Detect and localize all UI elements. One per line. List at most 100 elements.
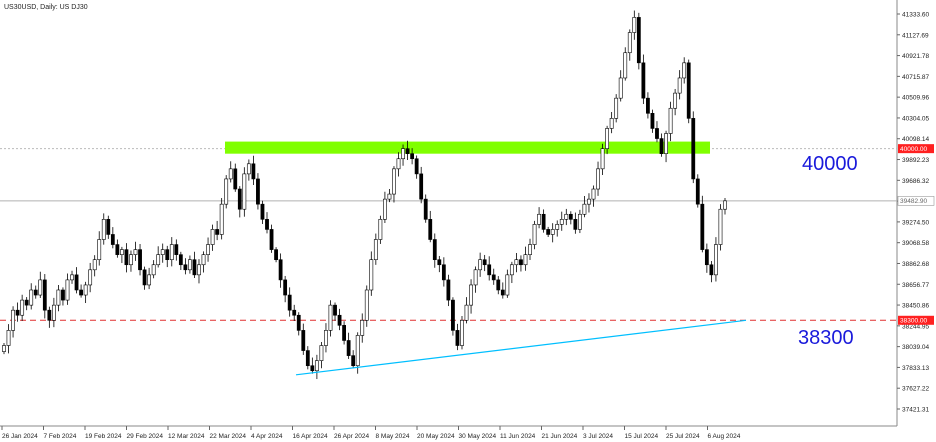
bear-candle <box>496 279 501 291</box>
bear-candle <box>541 213 546 230</box>
bull-candle <box>160 249 165 255</box>
bull-candle <box>319 345 324 361</box>
candles-group <box>2 10 727 380</box>
bull-candle <box>596 168 600 190</box>
bear-candle <box>124 249 129 266</box>
bear-candle <box>500 289 505 296</box>
price-tick-label: 40098.14 <box>902 136 929 143</box>
bear-candle <box>265 219 269 230</box>
bear-candle <box>24 299 29 306</box>
bear-candle <box>646 97 650 114</box>
bear-candle <box>237 188 242 210</box>
bull-candle <box>206 244 210 255</box>
bull-candle <box>478 259 483 271</box>
bear-candle <box>287 294 292 311</box>
bull-candle <box>509 264 514 276</box>
time-tick-label: 15 Jul 2024 <box>625 433 659 440</box>
bull-candle <box>360 319 365 336</box>
bear-candle <box>165 249 170 261</box>
bull-candle <box>383 198 387 220</box>
bull-candle <box>328 304 333 331</box>
bull-candle <box>246 163 251 175</box>
bull-candle <box>355 335 360 367</box>
bear-candle <box>260 203 265 220</box>
bull-candle <box>555 224 560 230</box>
uptrend-line[interactable] <box>295 319 747 376</box>
price-tick-label: 40715.87 <box>902 74 929 81</box>
bear-candle <box>15 309 20 316</box>
bull-candle <box>119 249 124 255</box>
bear-candle <box>659 138 664 154</box>
bear-candle <box>519 259 523 266</box>
bull-candle <box>677 77 682 94</box>
support-price-tag <box>898 315 934 325</box>
bull-candle <box>129 254 133 266</box>
resistance-annotation: 40000 <box>802 153 858 175</box>
bear-candle <box>636 17 641 64</box>
bear-candle <box>704 249 709 266</box>
bull-candle <box>392 168 396 195</box>
time-tick-label: 30 May 2024 <box>459 433 497 440</box>
bull-candle <box>582 203 587 215</box>
bull-candle <box>514 259 519 266</box>
bear-candle <box>655 128 659 139</box>
bear-candle <box>546 229 551 235</box>
bear-candle <box>410 153 415 160</box>
last-price-tag-text: 39482.90 <box>900 198 927 205</box>
bull-candle <box>718 208 723 245</box>
price-tick-label: 41333.60 <box>902 12 929 19</box>
bear-candle <box>174 244 179 255</box>
bull-candle <box>664 133 668 154</box>
price-tick-label: 40304.05 <box>902 115 929 122</box>
bull-candle <box>6 330 11 346</box>
bull-candle <box>2 345 6 352</box>
bear-candle <box>138 249 142 271</box>
bear-candle <box>274 249 278 261</box>
price-tick-label: 38039.04 <box>902 344 929 351</box>
bear-candle <box>61 289 65 301</box>
bear-candle <box>183 264 188 271</box>
bull-candle <box>614 97 619 119</box>
bear-candle <box>686 62 691 119</box>
bear-candle <box>142 269 147 286</box>
time-tick-label: 16 Apr 2024 <box>293 433 328 440</box>
bull-candle <box>97 239 102 261</box>
bull-candle <box>473 269 478 286</box>
time-tick-label: 29 Feb 2024 <box>127 433 164 440</box>
bull-candle <box>623 52 628 79</box>
time-tick-label: 12 Mar 2024 <box>168 433 205 440</box>
price-tick-label: 39686.32 <box>902 178 929 185</box>
bear-candle <box>256 178 260 205</box>
bear-candle <box>441 264 446 281</box>
bull-candle <box>668 107 673 134</box>
time-tick-label: 7 Feb 2024 <box>44 433 77 440</box>
bear-candle <box>437 259 442 266</box>
price-tick-label: 39274.50 <box>902 219 929 226</box>
bull-candle <box>632 17 637 33</box>
bull-candle <box>550 229 555 235</box>
bull-candle <box>51 304 56 321</box>
bear-candle <box>337 314 342 326</box>
price-tick-label: 40921.78 <box>902 53 929 60</box>
bear-candle <box>423 198 428 220</box>
bear-candle <box>491 274 496 281</box>
price-tick-label: 38244.95 <box>902 323 929 330</box>
bear-candle <box>414 158 419 175</box>
bear-candle <box>47 309 52 321</box>
bear-candle <box>641 62 646 99</box>
bear-candle <box>115 244 120 255</box>
bull-candle <box>528 244 532 255</box>
bear-candle <box>110 234 115 245</box>
bull-candle <box>83 284 88 296</box>
bull-candle <box>605 128 610 149</box>
bear-candle <box>305 350 310 367</box>
support-price-tag-text: 38300.00 <box>900 318 927 325</box>
bear-candle <box>42 279 47 311</box>
price-tick-label: 37833.13 <box>902 365 929 372</box>
bull-candle <box>618 77 623 99</box>
bear-candle <box>709 264 714 276</box>
chart-title: US30USD, Daily: US DJ30 <box>4 4 88 11</box>
bull-candle <box>242 173 247 210</box>
bull-candle <box>11 309 15 331</box>
